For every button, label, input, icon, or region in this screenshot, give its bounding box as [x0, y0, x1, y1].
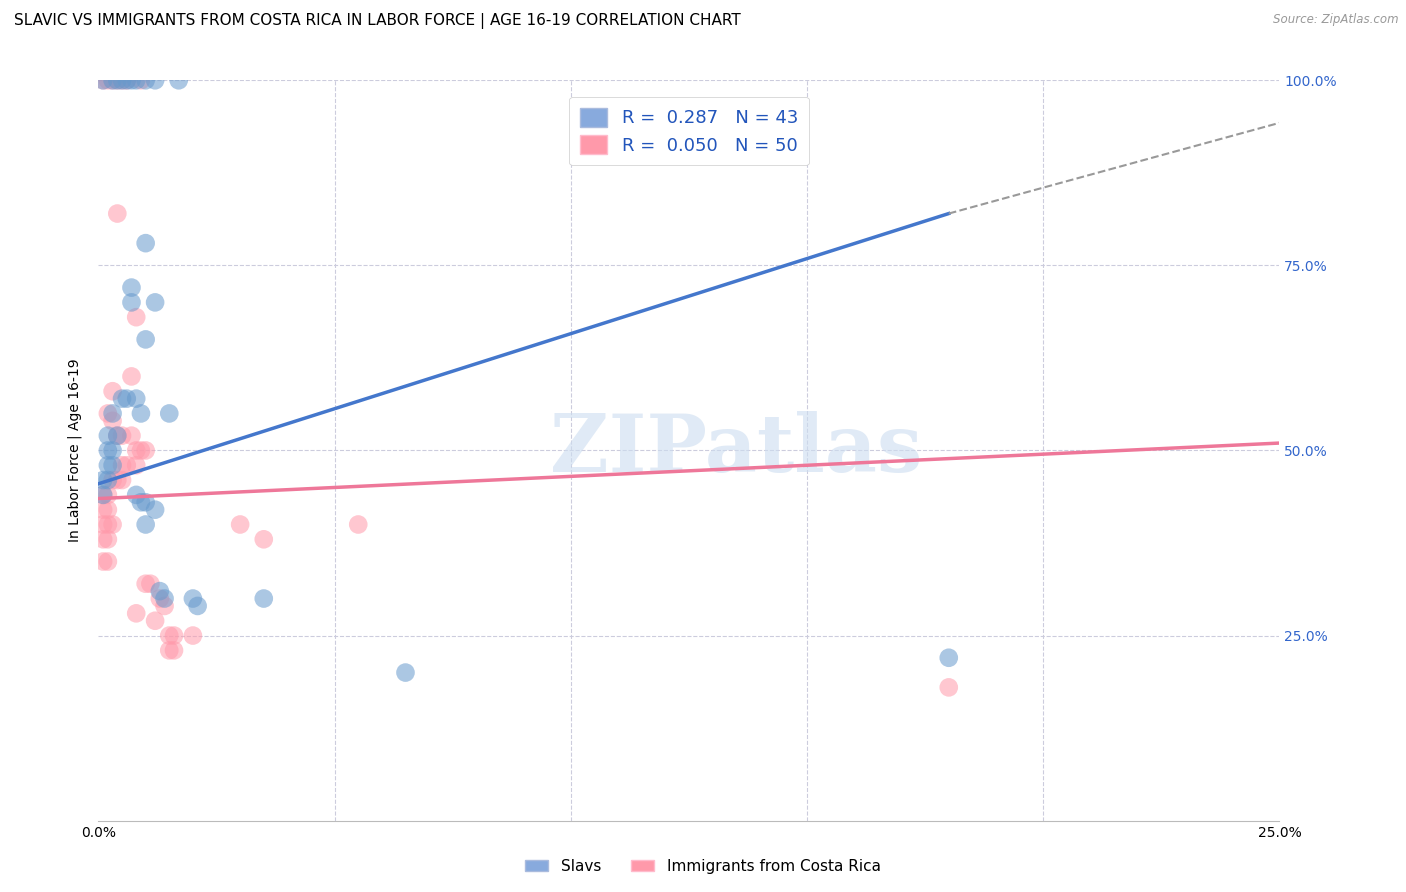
- Point: [347, 517, 370, 532]
- Point: [135, 576, 157, 591]
- Point: [111, 392, 134, 406]
- Point: [125, 607, 148, 621]
- Point: [115, 458, 138, 473]
- Point: [91, 488, 114, 502]
- Point: [153, 599, 176, 613]
- Point: [167, 73, 190, 87]
- Point: [101, 458, 124, 473]
- Point: [253, 533, 276, 547]
- Text: ZIPatlas: ZIPatlas: [550, 411, 922, 490]
- Point: [181, 629, 204, 643]
- Point: [115, 73, 138, 87]
- Point: [97, 488, 120, 502]
- Point: [253, 591, 276, 606]
- Point: [125, 392, 148, 406]
- Point: [101, 384, 124, 399]
- Point: [129, 495, 152, 509]
- Point: [121, 280, 143, 294]
- Point: [91, 502, 114, 516]
- Point: [121, 428, 143, 442]
- Legend: Slavs, Immigrants from Costa Rica: Slavs, Immigrants from Costa Rica: [519, 853, 887, 880]
- Point: [125, 443, 148, 458]
- Point: [97, 473, 120, 487]
- Point: [121, 369, 143, 384]
- Point: [394, 665, 416, 680]
- Point: [97, 555, 120, 569]
- Point: [111, 428, 134, 442]
- Point: [135, 495, 157, 509]
- Text: SLAVIC VS IMMIGRANTS FROM COSTA RICA IN LABOR FORCE | AGE 16-19 CORRELATION CHAR: SLAVIC VS IMMIGRANTS FROM COSTA RICA IN …: [14, 13, 741, 29]
- Point: [187, 599, 209, 613]
- Point: [163, 629, 186, 643]
- Point: [111, 473, 134, 487]
- Point: [105, 428, 128, 442]
- Point: [149, 584, 172, 599]
- Text: Source: ZipAtlas.com: Source: ZipAtlas.com: [1274, 13, 1399, 27]
- Point: [121, 73, 143, 87]
- Point: [97, 517, 120, 532]
- Point: [149, 591, 172, 606]
- Point: [101, 407, 124, 421]
- Point: [135, 443, 157, 458]
- Point: [105, 73, 128, 87]
- Point: [121, 295, 143, 310]
- Point: [115, 73, 138, 87]
- Point: [163, 643, 186, 657]
- Point: [105, 428, 128, 442]
- Point: [135, 333, 157, 347]
- Point: [135, 236, 157, 251]
- Point: [111, 458, 134, 473]
- Point: [91, 533, 114, 547]
- Point: [111, 73, 134, 87]
- Point: [143, 73, 166, 87]
- Point: [938, 650, 960, 665]
- Point: [101, 473, 124, 487]
- Point: [97, 428, 120, 442]
- Point: [125, 73, 148, 87]
- Point: [91, 555, 114, 569]
- Point: [135, 517, 157, 532]
- Point: [97, 73, 120, 87]
- Point: [115, 392, 138, 406]
- Point: [139, 576, 162, 591]
- Point: [101, 73, 124, 87]
- Point: [143, 295, 166, 310]
- Point: [125, 488, 148, 502]
- Point: [101, 517, 124, 532]
- Point: [105, 73, 128, 87]
- Point: [129, 443, 152, 458]
- Point: [97, 458, 120, 473]
- Point: [101, 73, 124, 87]
- Point: [91, 517, 114, 532]
- Point: [91, 488, 114, 502]
- Point: [143, 502, 166, 516]
- Point: [229, 517, 252, 532]
- Point: [129, 407, 152, 421]
- Point: [91, 73, 114, 87]
- Point: [91, 73, 114, 87]
- Point: [105, 473, 128, 487]
- Point: [91, 473, 114, 487]
- Point: [157, 629, 180, 643]
- Point: [125, 458, 148, 473]
- Point: [101, 443, 124, 458]
- Point: [157, 643, 180, 657]
- Point: [97, 502, 120, 516]
- Point: [97, 407, 120, 421]
- Point: [129, 73, 152, 87]
- Point: [97, 443, 120, 458]
- Point: [157, 407, 180, 421]
- Point: [135, 73, 157, 87]
- Y-axis label: In Labor Force | Age 16-19: In Labor Force | Age 16-19: [67, 359, 83, 542]
- Point: [181, 591, 204, 606]
- Point: [101, 414, 124, 428]
- Point: [97, 533, 120, 547]
- Point: [125, 310, 148, 325]
- Point: [938, 681, 960, 695]
- Point: [153, 591, 176, 606]
- Point: [111, 73, 134, 87]
- Legend: R =  0.287   N = 43, R =  0.050   N = 50: R = 0.287 N = 43, R = 0.050 N = 50: [569, 96, 808, 165]
- Point: [143, 614, 166, 628]
- Point: [105, 206, 128, 220]
